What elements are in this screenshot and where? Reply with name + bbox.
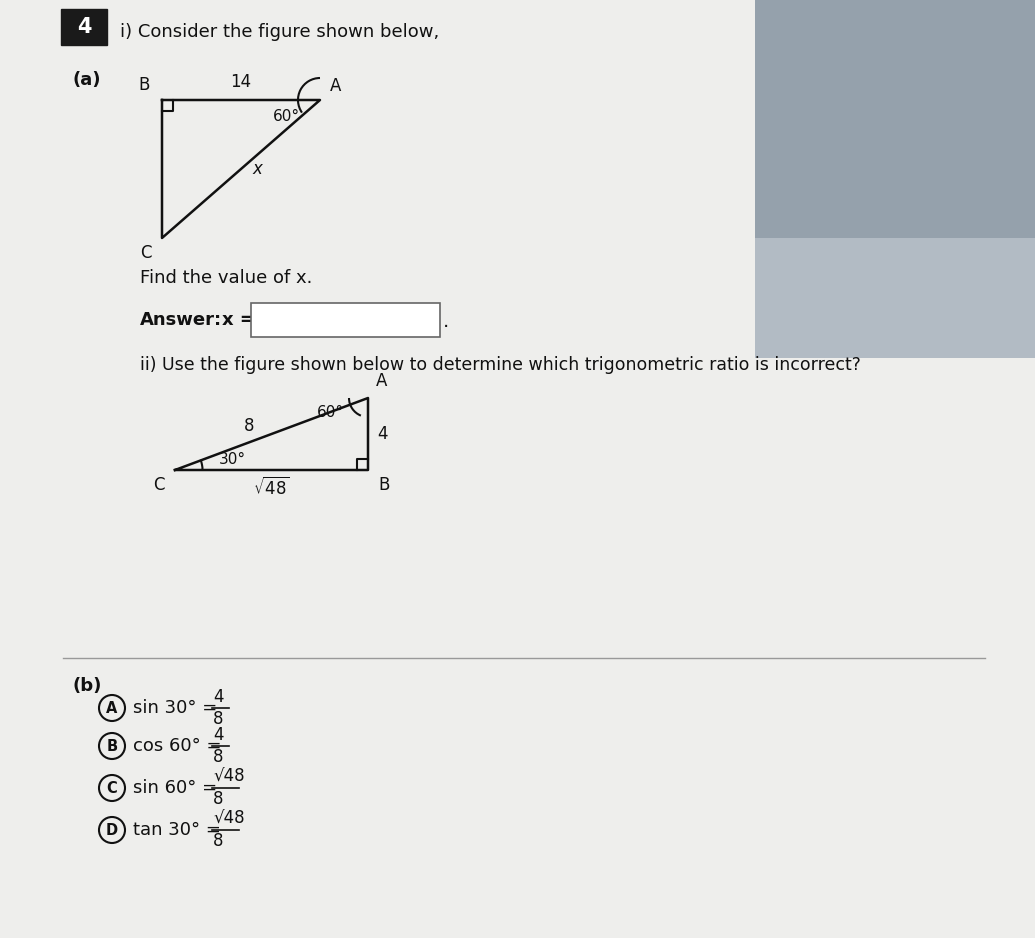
Text: cos 60° =: cos 60° = (134, 737, 228, 755)
Text: 30°: 30° (219, 451, 246, 466)
Text: 8: 8 (213, 710, 224, 728)
Text: x =: x = (221, 311, 255, 329)
Text: $\sqrt{48}$: $\sqrt{48}$ (253, 477, 290, 499)
Text: C: C (153, 476, 165, 494)
Text: 8: 8 (213, 832, 224, 850)
Text: 4: 4 (213, 688, 224, 706)
Text: A: A (376, 372, 387, 390)
Text: Answer:: Answer: (140, 311, 223, 329)
Text: .: . (443, 311, 449, 330)
Text: B: B (139, 76, 150, 94)
FancyBboxPatch shape (520, 0, 1035, 358)
FancyBboxPatch shape (252, 303, 440, 337)
Text: √48: √48 (213, 768, 244, 786)
FancyBboxPatch shape (520, 0, 1035, 238)
Text: 4: 4 (377, 425, 387, 443)
Text: C: C (141, 244, 152, 262)
Text: C: C (107, 780, 117, 795)
Text: 8: 8 (213, 748, 224, 766)
Text: 60°: 60° (272, 109, 299, 124)
Text: Find the value of x.: Find the value of x. (140, 269, 313, 287)
FancyBboxPatch shape (55, 0, 755, 938)
Text: 8: 8 (213, 790, 224, 808)
Text: (b): (b) (72, 677, 101, 695)
FancyBboxPatch shape (61, 9, 107, 45)
Text: A: A (330, 77, 342, 95)
Text: A: A (107, 701, 118, 716)
Text: ii) Use the figure shown below to determine which trigonometric ratio is incorre: ii) Use the figure shown below to determ… (140, 356, 861, 374)
Text: x: x (253, 160, 262, 178)
Text: B: B (107, 738, 118, 753)
Text: i) Consider the figure shown below,: i) Consider the figure shown below, (120, 23, 439, 41)
Text: D: D (106, 823, 118, 838)
Text: tan 30° =: tan 30° = (134, 821, 227, 839)
Text: 4: 4 (77, 17, 91, 37)
Text: √48: √48 (213, 810, 244, 828)
Text: 4: 4 (213, 726, 224, 744)
Text: sin 30° =: sin 30° = (134, 699, 223, 717)
Text: sin 60° =: sin 60° = (134, 779, 223, 797)
Text: (a): (a) (72, 71, 100, 89)
Text: 14: 14 (231, 73, 252, 91)
Text: B: B (378, 476, 389, 494)
Text: 8: 8 (244, 417, 255, 435)
Text: 60°: 60° (317, 404, 344, 419)
